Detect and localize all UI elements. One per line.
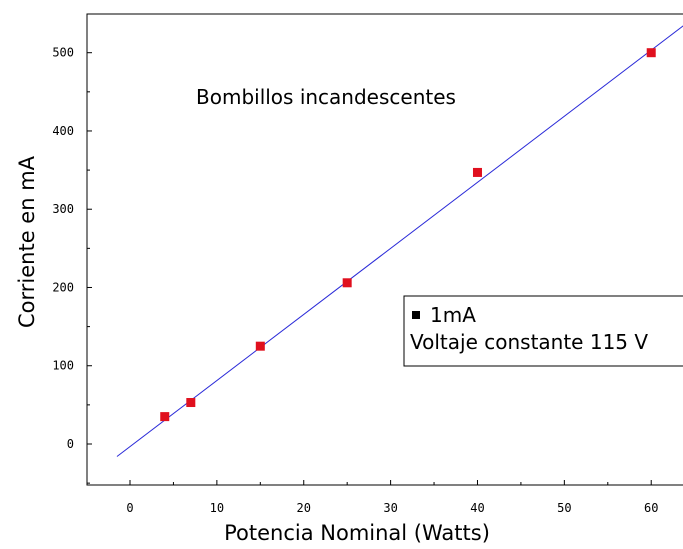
legend: 1mA Voltaje constante 115 V: [403, 295, 683, 367]
y-tick-label: 500: [52, 46, 74, 60]
data-point: [160, 412, 170, 422]
x-tick-label: 60: [644, 501, 658, 515]
plot-frame: [86, 13, 683, 486]
data-point: [342, 278, 352, 288]
data-points: [160, 48, 656, 422]
y-tick-label: 400: [52, 124, 74, 138]
x-tick-label: 0: [126, 501, 133, 515]
legend-entry-series: 1mA: [430, 303, 476, 327]
data-point: [472, 167, 482, 177]
x-tick-label: 40: [470, 501, 484, 515]
legend-marker: [412, 311, 420, 319]
x-tick-label: 10: [210, 501, 224, 515]
y-tick-label: 200: [52, 280, 74, 294]
data-point: [255, 341, 265, 351]
fit-line: [116, 25, 683, 457]
x-tick-label: 20: [297, 501, 311, 515]
fit-line-group: [116, 25, 683, 457]
y-tick-label: 0: [67, 437, 74, 451]
y-axis-title: Corriente en mA: [15, 155, 39, 328]
y-tick-label: 100: [52, 359, 74, 373]
data-point: [186, 398, 196, 408]
x-tick-label: 30: [383, 501, 397, 515]
chart-annotation: Bombillos incandescentes: [196, 85, 456, 109]
x-axis-title: Potencia Nominal (Watts): [224, 521, 490, 545]
legend-entry-voltage: Voltaje constante 115 V: [410, 330, 648, 354]
y-axis: 0 100 200 300 400 500: [52, 46, 92, 484]
x-axis: 0 10 20 30 40 50 60: [126, 480, 658, 515]
y-tick-label: 300: [52, 202, 74, 216]
x-tick-label: 50: [557, 501, 571, 515]
legend-box: [403, 295, 683, 367]
data-point: [646, 48, 656, 58]
